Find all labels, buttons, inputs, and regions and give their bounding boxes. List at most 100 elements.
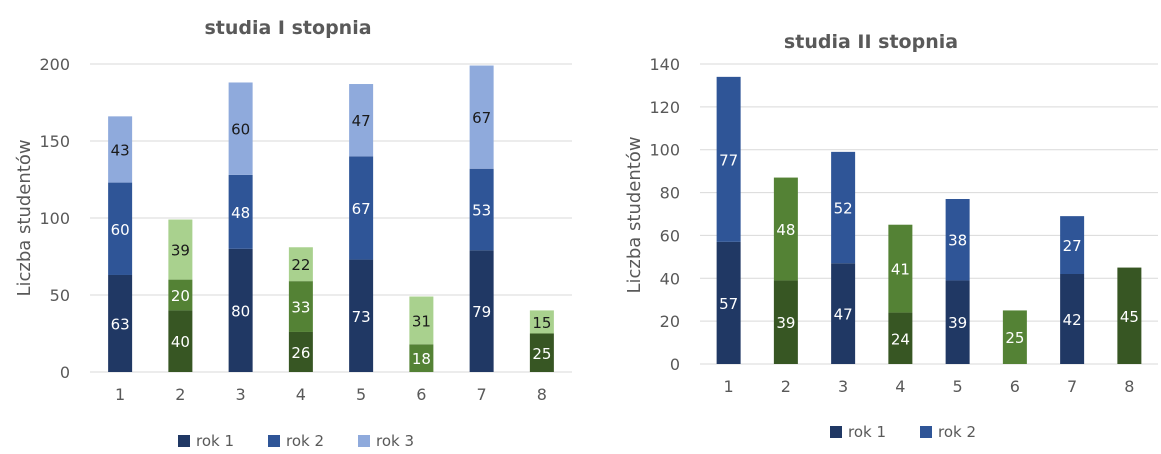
chart-studia-II-stopnia: studia II stopnia Liczba studentów 0 20 40… <box>624 31 1158 441</box>
data-label: 15 <box>532 314 551 332</box>
legend-label: rok 2 <box>286 432 324 450</box>
y-tick-label: 200 <box>39 55 70 74</box>
data-label: 60 <box>231 121 250 139</box>
x-tick-label: 2 <box>175 385 185 404</box>
y-tick-label: 0 <box>670 355 680 374</box>
y-tick-label: 40 <box>660 269 680 288</box>
data-label: 47 <box>834 306 853 324</box>
bar-segment <box>288 331 313 372</box>
bar-segment <box>773 280 798 364</box>
data-label: 48 <box>231 204 250 222</box>
data-label: 42 <box>1063 311 1082 329</box>
bar-segment <box>469 65 494 169</box>
x-tick-label: 8 <box>1124 377 1134 396</box>
bar-segment <box>228 174 253 249</box>
data-label: 18 <box>412 350 431 368</box>
bar-segment <box>409 296 434 345</box>
bar-segment <box>349 84 374 157</box>
data-label: 79 <box>472 303 491 321</box>
x-tick-label: 8 <box>537 385 547 404</box>
data-label: 67 <box>352 200 371 218</box>
bar-segment <box>349 156 374 260</box>
x-tick-label: 3 <box>236 385 246 404</box>
bar-segment <box>1117 267 1142 364</box>
data-label: 39 <box>776 314 795 332</box>
bar-segment <box>1002 310 1027 364</box>
bar-segment <box>228 82 253 175</box>
bar-segment <box>773 177 798 281</box>
data-label: 47 <box>352 112 371 130</box>
legend-label: rok 1 <box>196 432 234 450</box>
bar-segment <box>288 281 313 332</box>
data-label: 33 <box>291 299 310 317</box>
x-tick-label: 6 <box>416 385 426 404</box>
data-label: 25 <box>1005 329 1024 347</box>
y-tick-label: 140 <box>649 55 680 74</box>
x-tick-label: 5 <box>953 377 963 396</box>
data-label: 31 <box>412 312 431 330</box>
data-label: 41 <box>891 261 910 279</box>
y-axis-label: Liczba studentów <box>14 139 35 296</box>
bar-segment <box>469 250 494 372</box>
bar-segment <box>831 263 856 364</box>
x-tick-label: 6 <box>1010 377 1020 396</box>
data-label: 52 <box>834 200 853 218</box>
x-tick-label: 4 <box>296 385 306 404</box>
bar-segment <box>409 344 434 372</box>
bar-segment <box>108 182 133 275</box>
y-tick-label: 60 <box>660 226 680 245</box>
y-tick-label: 100 <box>649 141 680 160</box>
bar-segment <box>108 274 133 372</box>
legend-label: rok 3 <box>376 432 414 450</box>
legend-label: rok 2 <box>938 423 976 441</box>
bar-segment <box>168 279 193 311</box>
y-tick-label: 120 <box>649 98 680 117</box>
bar-segment <box>716 241 741 364</box>
data-label: 63 <box>111 315 130 333</box>
data-label: 45 <box>1120 308 1139 326</box>
x-tick-label: 7 <box>1067 377 1077 396</box>
legend-label: rok 1 <box>848 423 886 441</box>
data-label: 60 <box>111 221 130 239</box>
bar-segment <box>888 224 913 313</box>
data-label: 80 <box>231 302 250 320</box>
data-label: 26 <box>291 344 310 362</box>
y-tick-label: 100 <box>39 209 70 228</box>
chart-studia-I-stopnia: studia I stopnia Liczba studentów 0 50 100… <box>14 17 572 450</box>
y-tick-label: 20 <box>660 312 680 331</box>
legend-swatch <box>358 435 370 447</box>
bar-segment <box>831 151 856 264</box>
data-label: 20 <box>171 287 190 305</box>
bar-segment <box>1060 274 1085 364</box>
bar-segment <box>1060 216 1085 274</box>
data-label: 24 <box>891 330 910 348</box>
data-label: 67 <box>472 109 491 127</box>
data-label: 27 <box>1063 237 1082 255</box>
y-tick-label: 50 <box>50 286 70 305</box>
bar-segment <box>945 199 970 281</box>
y-axis-label: Liczba studentów <box>624 136 645 293</box>
data-label: 39 <box>948 314 967 332</box>
y-tick-label: 80 <box>660 184 680 203</box>
y-tick-label: 150 <box>39 132 70 151</box>
bar-segment <box>108 116 133 183</box>
bar-segment <box>168 219 193 280</box>
bar-segment <box>888 312 913 364</box>
data-label: 25 <box>532 345 551 363</box>
data-label: 73 <box>352 308 371 326</box>
data-label: 38 <box>948 232 967 250</box>
x-tick-label: 7 <box>477 385 487 404</box>
x-tick-label: 1 <box>724 377 734 396</box>
bar-segment <box>529 333 554 372</box>
bar-segment <box>349 259 374 372</box>
bar-segment <box>469 168 494 251</box>
data-label: 22 <box>291 256 310 274</box>
data-label: 40 <box>171 333 190 351</box>
data-label: 57 <box>719 295 738 313</box>
x-tick-label: 3 <box>838 377 848 396</box>
bar-segment <box>168 310 193 372</box>
x-tick-label: 5 <box>356 385 366 404</box>
chart-title: studia I stopnia <box>204 17 371 39</box>
data-label: 39 <box>171 242 190 260</box>
